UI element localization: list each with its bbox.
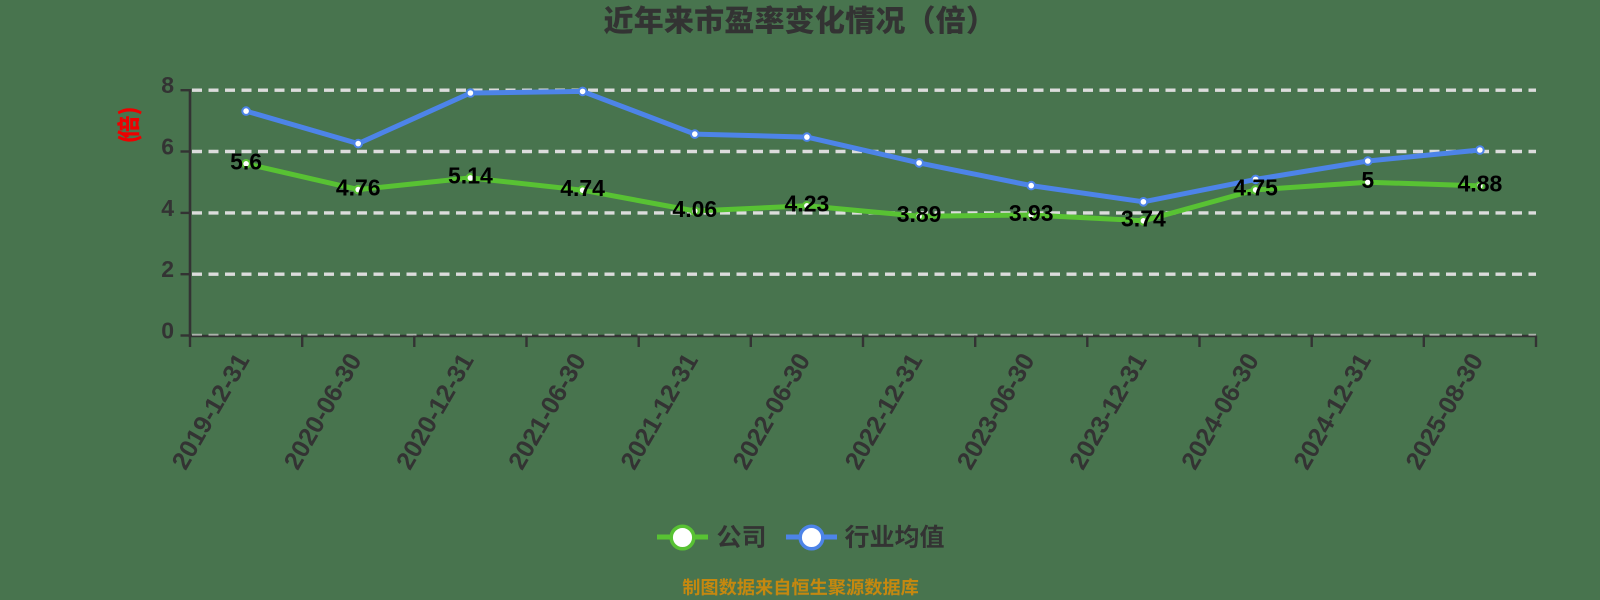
svg-text:4.75: 4.75 [1233,175,1278,201]
svg-text:4: 4 [161,195,174,221]
svg-text:6: 6 [161,134,174,160]
svg-text:4.23: 4.23 [785,191,830,217]
svg-text:8: 8 [161,72,174,98]
svg-text:4.74: 4.74 [560,175,605,201]
svg-text:4.06: 4.06 [672,196,717,222]
svg-text:3.93: 3.93 [1009,200,1054,226]
svg-text:2: 2 [161,256,174,282]
svg-text:5.6: 5.6 [230,149,262,175]
svg-text:3.89: 3.89 [897,201,942,227]
svg-text:4.88: 4.88 [1458,171,1503,197]
svg-text:4.76: 4.76 [336,174,381,200]
svg-text:5.14: 5.14 [448,163,493,189]
svg-text:3.74: 3.74 [1121,206,1166,232]
svg-text:5: 5 [1361,167,1374,193]
svg-text:0: 0 [161,318,174,344]
